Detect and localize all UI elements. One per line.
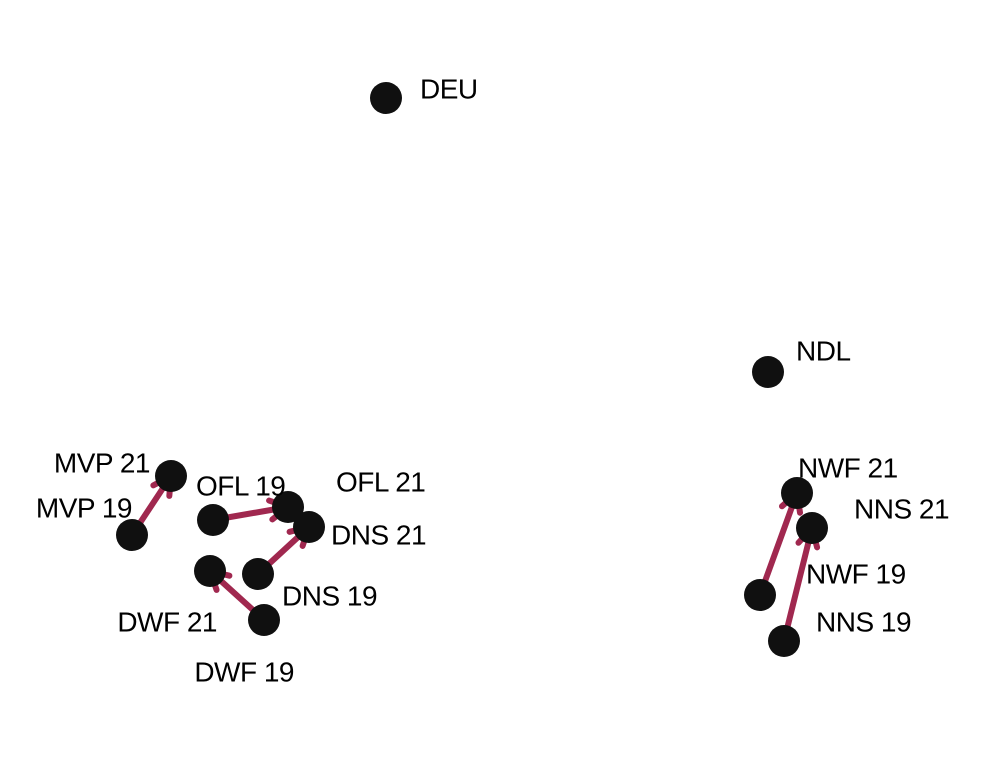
point-nns-19 [768, 625, 800, 657]
point-mvp-21 [155, 460, 187, 492]
label-ofl-19: OFL 19 [196, 470, 285, 501]
label-ndl: NDL [796, 335, 851, 366]
point-nwf-21 [781, 477, 813, 509]
point-dns-21 [293, 511, 325, 543]
points-layer [116, 82, 828, 657]
label-mvp-19: MVP 19 [36, 492, 132, 523]
point-nns-21 [796, 512, 828, 544]
label-nns-19: NNS 19 [816, 606, 911, 637]
point-dns-19 [242, 558, 274, 590]
label-dwf-19: DWF 19 [194, 656, 294, 687]
label-nns-21: NNS 21 [854, 493, 949, 524]
label-deu: DEU [420, 73, 478, 104]
point-nwf-19 [744, 579, 776, 611]
point-ndl [752, 356, 784, 388]
label-dns-19: DNS 19 [282, 580, 377, 611]
label-dwf-21: DWF 21 [117, 606, 217, 637]
point-deu [370, 82, 402, 114]
point-dwf-21 [194, 555, 226, 587]
label-mvp-21: MVP 21 [54, 447, 150, 478]
point-mvp-19 [116, 519, 148, 551]
label-ofl-21: OFL 21 [336, 466, 425, 497]
label-dns-21: DNS 21 [331, 519, 426, 550]
labels-layer: DEU NDL MVP 21 MVP 19 OFL 19 OFL 21 DNS 21 DNS … [36, 73, 950, 687]
point-ofl-19 [197, 504, 229, 536]
label-nwf-21: NWF 21 [798, 452, 898, 483]
point-dwf-19 [248, 604, 280, 636]
label-nwf-19: NWF 19 [806, 558, 906, 589]
point-ofl-21 [272, 491, 304, 523]
